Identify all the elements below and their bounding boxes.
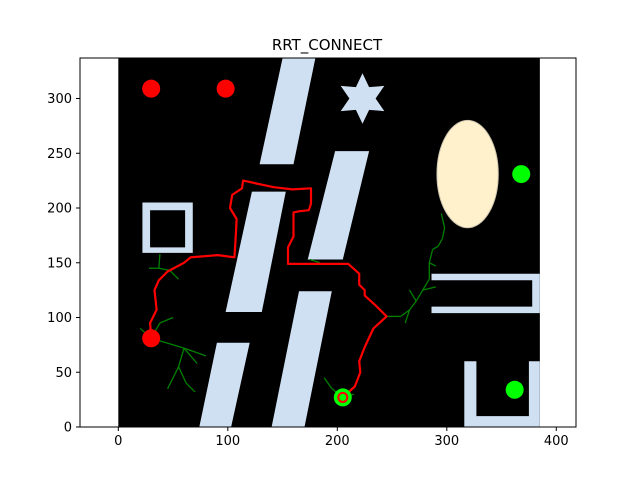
obstacle-parallelogram bbox=[199, 342, 250, 427]
y-tick-label: 200 bbox=[47, 202, 72, 217]
x-tick-label: 100 bbox=[215, 434, 240, 449]
tree-edge bbox=[422, 278, 430, 291]
tree-edge bbox=[177, 347, 185, 367]
green-point-marker bbox=[512, 165, 531, 184]
tree-edge bbox=[400, 309, 410, 317]
y-tick-label: 50 bbox=[55, 366, 72, 381]
tree-edge bbox=[441, 227, 446, 239]
tree-edge bbox=[428, 249, 434, 263]
tree-edge bbox=[169, 269, 180, 280]
chart-title: RRT_CONNECT bbox=[272, 36, 383, 55]
tree-edge bbox=[432, 245, 439, 251]
tree-edge bbox=[309, 258, 320, 264]
tree-edge bbox=[167, 366, 180, 389]
axes-frame bbox=[79, 57, 577, 428]
x-tick-label: 200 bbox=[325, 434, 350, 449]
tree-edge bbox=[415, 289, 424, 302]
green-point-marker bbox=[505, 380, 524, 399]
obstacle-bracket bbox=[431, 273, 540, 314]
x-tick-label: 0 bbox=[114, 434, 122, 449]
obstacle-parallelogram bbox=[225, 191, 286, 312]
planned-path bbox=[149, 179, 388, 399]
x-tick-label: 300 bbox=[434, 434, 459, 449]
obstacle-square-frame bbox=[142, 202, 193, 253]
red-point-marker bbox=[142, 329, 161, 348]
obstacle-ellipse bbox=[436, 119, 499, 229]
obstacle-star bbox=[340, 73, 385, 124]
tree-edge bbox=[158, 253, 161, 269]
y-tick-label: 250 bbox=[47, 147, 72, 162]
obstacle-u_shape bbox=[464, 361, 540, 427]
x-tick-label: 400 bbox=[544, 434, 569, 449]
tree-edge bbox=[183, 347, 198, 364]
markers bbox=[142, 79, 531, 407]
obstacle-parallelogram bbox=[259, 58, 316, 165]
start-ring-marker bbox=[337, 391, 349, 403]
y-tick-label: 300 bbox=[47, 92, 72, 107]
tree-edge bbox=[323, 377, 333, 390]
search-trees bbox=[139, 213, 446, 399]
map-layer bbox=[139, 58, 540, 427]
y-tick-label: 150 bbox=[47, 256, 72, 271]
y-tick-label: 100 bbox=[47, 311, 72, 326]
red-point-marker bbox=[142, 79, 161, 98]
tree-edge bbox=[158, 267, 170, 272]
y-tick-label: 0 bbox=[64, 421, 72, 436]
tree-edge bbox=[428, 262, 437, 267]
obstacle-parallelogram bbox=[307, 151, 370, 260]
tree-edge bbox=[404, 309, 411, 324]
tree-edge bbox=[183, 347, 207, 357]
tree-edge bbox=[177, 366, 187, 384]
x-axis: 0 100 200 300 400 bbox=[114, 427, 569, 449]
tree-edge bbox=[185, 382, 196, 393]
tree-edge bbox=[159, 316, 174, 324]
tree-edge bbox=[409, 289, 417, 302]
obstacles bbox=[142, 58, 540, 427]
green-point-marker bbox=[333, 388, 352, 407]
path-layer bbox=[149, 179, 388, 399]
red-point-marker bbox=[216, 79, 235, 98]
tree-edge bbox=[440, 213, 446, 228]
tree-edge bbox=[422, 286, 437, 291]
obstacle-parallelogram bbox=[271, 291, 332, 427]
tree-edge bbox=[437, 238, 443, 247]
y-axis: 0 50 100 150 200 250 300 bbox=[47, 92, 80, 436]
tree-edge bbox=[409, 300, 417, 311]
